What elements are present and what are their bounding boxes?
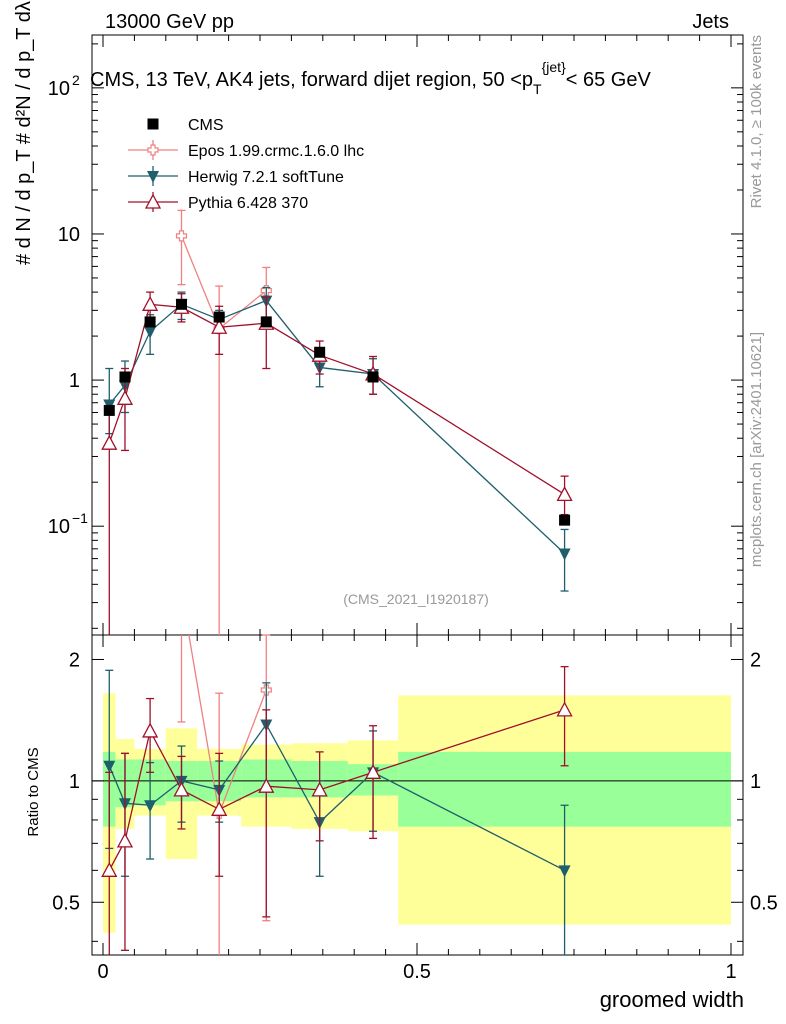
ratio-y-tick-label-right: 0.5 [750, 892, 778, 914]
ratio-pythia-point [101, 861, 118, 877]
main-pythia-point [142, 295, 159, 311]
legend: CMS Epos 1.99.crmc.1.6.0 lhc Herwig 7.2.1 … [128, 117, 364, 212]
ratio-series-layer [101, 634, 573, 955]
main-epos-point [175, 230, 188, 242]
ratio-pythia-point [311, 781, 328, 797]
main-cms-point [119, 371, 131, 383]
main-y-tick-label: 10 [58, 224, 80, 246]
main-y-axis-label-text: # d N / d p_T # d²N / d p_T dλ [13, 1, 35, 265]
main-y-tick-label: 1 [69, 370, 80, 392]
main-y-tick-exponent: 2 [72, 72, 80, 88]
x-tick-label: 1 [725, 961, 736, 983]
mcplots-side-label: mcplots.cern.ch [arXiv:2401.10621] [748, 332, 765, 567]
ratio-y-tick-label-right: 2 [750, 649, 761, 671]
header-left-label: 13000 GeV pp [105, 11, 234, 33]
main-cms-point [103, 404, 115, 416]
legend-label-herwig: Herwig 7.2.1 softTune [188, 169, 344, 186]
analysis-tag: (CMS_2021_I1920187) [343, 591, 489, 607]
main-cms-point [559, 514, 571, 526]
ratio-pythia-point [173, 781, 190, 797]
ratio-pythia-point [258, 777, 275, 793]
main-pythia-point [556, 486, 573, 502]
main-pythia-point [101, 434, 118, 450]
chart-title: CMS, 13 TeV, AK4 jets, forward dijet reg… [90, 59, 651, 97]
ratio-y-tick-label: 1 [69, 771, 80, 793]
main-pythia-point [116, 389, 134, 405]
ratio-pythia-point [142, 722, 159, 738]
ratio-y-tick-label: 2 [69, 649, 80, 671]
main-herwig-point [558, 548, 571, 561]
x-tick-label: 0.5 [403, 961, 431, 983]
legend-marker-pythia [144, 193, 162, 209]
main-cms-point [260, 316, 272, 328]
main-y-tick-exponent: −1 [72, 510, 88, 526]
ratio-y-tick-label-right: 1 [750, 771, 761, 793]
ratio-pythia-point [364, 763, 382, 779]
legend-marker-cms [147, 118, 159, 130]
main-cms-point [176, 298, 187, 310]
ratio-uncertainty-bands [103, 693, 731, 933]
main-cms-point [367, 371, 379, 383]
ratio-herwig-point [103, 760, 116, 773]
ratio-pythia-point [116, 832, 134, 848]
main-y-axis-formula: # d N / d p_T # d²N / d p_T dλ [13, 1, 35, 265]
main-y-tick-label: 10 [48, 78, 70, 100]
legend-marker-epos [147, 144, 159, 156]
rivet-side-label: Rivet 4.1.0, ≥ 100k events [748, 35, 765, 208]
main-pythia-line [108, 303, 565, 495]
main-cms-point [213, 311, 225, 323]
main-y-tick-label: 10 [48, 516, 70, 538]
main-y-axis-label: # d N / d p_T # d²N / d p_T dλ [13, 1, 35, 265]
legend-marker-herwig [147, 171, 159, 183]
main-series-layer [101, 209, 573, 635]
x-tick-label: 0 [97, 961, 108, 983]
main-cms-point [144, 316, 156, 328]
main-pythia-point [211, 318, 228, 334]
ratio-herwig-point [558, 865, 571, 878]
main-herwig-point [144, 326, 157, 339]
legend-label-cms: CMS [188, 117, 224, 134]
ratio-pythia-point [211, 800, 228, 816]
header-right-label: Jets [692, 11, 729, 33]
x-axis-label: groomed width [600, 987, 744, 1012]
ratio-pythia-point [556, 701, 573, 717]
main-herwig-line [108, 299, 566, 554]
legend-label-pythia: Pythia 6.428 370 [188, 195, 308, 212]
legend-label-epos: Epos 1.99.crmc.1.6.0 lhc [188, 143, 364, 160]
main-cms-point [314, 346, 326, 358]
ratio-herwig-point [144, 800, 157, 813]
ratio-y-axis-label: Ratio to CMS [25, 747, 42, 836]
ratio-y-tick-label: 0.5 [52, 892, 80, 914]
